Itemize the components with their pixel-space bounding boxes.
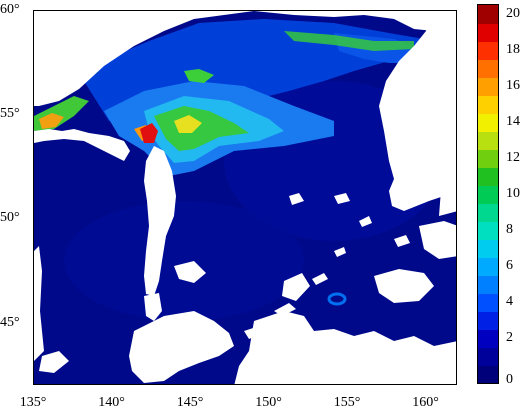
colorbar-tick-label: 0	[506, 372, 513, 387]
cloud-gap	[419, 221, 456, 259]
land-kuril-4	[334, 247, 346, 257]
y-tick-label: 60°	[0, 2, 20, 17]
colorbar-tick-label: 4	[506, 294, 513, 309]
colorbar-segment	[478, 41, 498, 60]
colorbar-segment	[478, 329, 498, 348]
chlorophyll-map	[34, 11, 456, 384]
bloom-yellow	[174, 115, 202, 133]
colorbar	[477, 4, 499, 384]
colorbar-tick-label: 6	[506, 258, 513, 273]
land-kamchatka	[379, 11, 456, 211]
colorbar-segment	[478, 185, 498, 204]
colorbar-segment	[478, 131, 498, 150]
colorbar-segment	[478, 257, 498, 276]
y-tick-label: 55°	[0, 106, 20, 122]
colorbar-tick-label: 8	[506, 222, 513, 237]
land-sakhalin	[144, 146, 176, 296]
colorbar-segment	[478, 347, 498, 366]
x-tick-label: 145°	[176, 395, 204, 410]
land-kuril-5	[359, 216, 372, 227]
eddy-ring	[327, 292, 347, 306]
y-tick-label: 50°	[0, 210, 20, 226]
colorbar-tick-label: 20	[506, 6, 520, 21]
colorbar-segment	[478, 77, 498, 96]
colorbar-segment	[478, 59, 498, 78]
land-coast-nw	[34, 129, 130, 161]
bloom-green	[154, 106, 249, 151]
bloom-green-2	[184, 69, 214, 83]
land-sakhalin-south	[144, 293, 162, 321]
colorbar-segment	[478, 95, 498, 114]
cloud-gap	[234, 311, 456, 384]
colorbar-tick-label: 2	[506, 330, 513, 345]
colorbar-segment	[478, 23, 498, 42]
land-kuril-3	[312, 273, 328, 285]
colorbar-segment	[478, 239, 498, 258]
land-hokkaido	[129, 311, 234, 383]
colorbar-tick-label: 14	[506, 114, 520, 129]
coastal-fringe-north	[284, 31, 414, 51]
land-primorye	[34, 246, 44, 361]
cloud-gap	[289, 193, 304, 205]
colorbar-segment	[478, 293, 498, 312]
x-tick-label: 150°	[255, 395, 282, 410]
colorbar-segment	[478, 275, 498, 294]
x-tick-label: 155°	[333, 395, 361, 410]
colorbar-segment	[478, 167, 498, 186]
colorbar-segment	[478, 311, 498, 330]
colorbar-tick-label: 16	[506, 78, 520, 93]
colorbar-segment	[478, 221, 498, 240]
land-mainland-north	[34, 11, 456, 106]
colorbar-tick-label: 10	[506, 186, 520, 201]
x-tick-label: 160°	[412, 395, 439, 410]
x-tick-label: 140°	[98, 395, 125, 410]
cloud-gap	[174, 261, 206, 283]
x-tick-label: 135°	[19, 395, 47, 410]
colorbar-segment	[478, 203, 498, 222]
colorbar-tick-label: 18	[506, 42, 520, 57]
colorbar-segment	[478, 5, 498, 24]
cloud-gap	[394, 235, 410, 247]
map-panel	[33, 10, 457, 385]
cloud-gap	[282, 273, 310, 301]
cloud-gap	[39, 351, 69, 373]
sea-patch	[64, 201, 304, 321]
cloud-gap	[334, 193, 350, 204]
coastal-fringe-nw-orange	[39, 113, 64, 129]
colorbar-segment	[478, 365, 498, 383]
cloud-gap	[374, 269, 434, 303]
y-tick-label: 45°	[0, 314, 20, 330]
colorbar-tick-label: 12	[506, 150, 520, 165]
land-kamchatka-east	[439, 146, 456, 216]
colorbar-segment	[478, 149, 498, 168]
colorbar-segment	[478, 113, 498, 132]
bloom-red-sakhalin	[140, 123, 158, 143]
